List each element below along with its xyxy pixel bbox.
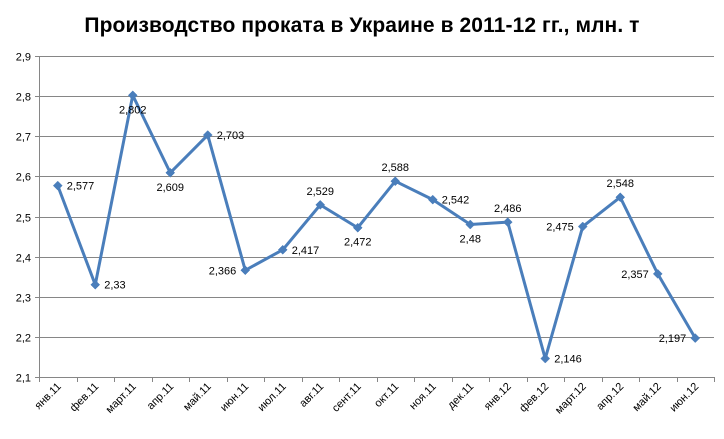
data-label: 2,197 xyxy=(659,333,687,345)
data-point-marker xyxy=(540,353,551,364)
data-label: 2,588 xyxy=(381,162,409,174)
y-tick-label: 2,7 xyxy=(16,132,31,144)
y-tick-label: 2,4 xyxy=(16,253,31,265)
y-tick-label: 2,6 xyxy=(16,172,31,184)
series-line xyxy=(56,93,697,361)
data-label: 2,703 xyxy=(217,130,245,142)
data-point-marker xyxy=(52,180,63,191)
x-tick-label: апр.11 xyxy=(145,381,177,413)
y-tick-label: 2,1 xyxy=(16,373,31,385)
data-point-marker xyxy=(315,200,326,210)
x-tick-label: янв.11 xyxy=(33,381,64,412)
data-label: 2,609 xyxy=(156,182,184,194)
x-tick-label: март.11 xyxy=(104,381,139,416)
y-tick-label: 2,8 xyxy=(16,92,31,104)
data-point-marker xyxy=(577,221,588,232)
data-point-marker xyxy=(690,333,701,343)
data-point-marker xyxy=(277,244,288,255)
x-tick-label: сент.11 xyxy=(330,381,364,415)
data-label: 2,529 xyxy=(306,186,334,198)
x-tick-label: янв.12 xyxy=(482,381,514,413)
data-point-marker xyxy=(502,217,513,227)
data-label: 2,475 xyxy=(546,222,574,234)
data-point-marker xyxy=(202,130,213,140)
data-label: 2,417 xyxy=(292,245,320,257)
data-label: 2,33 xyxy=(104,280,125,292)
x-tick-label: июн.12 xyxy=(668,381,702,415)
data-point-marker xyxy=(127,90,138,101)
data-point-marker xyxy=(165,167,176,178)
data-label: 2,486 xyxy=(494,203,522,215)
data-point-marker xyxy=(352,222,363,233)
x-tick-label: окт.11 xyxy=(372,381,401,410)
x-tick-label: авг.11 xyxy=(297,381,326,410)
x-tick-label: март.12 xyxy=(553,381,589,417)
x-tick-label: апр.12 xyxy=(594,381,626,413)
x-tick-label: июн.11 xyxy=(218,381,251,414)
y-tick-label: 2,9 xyxy=(16,52,31,64)
gridlines xyxy=(39,56,714,338)
data-labels: 2,577 2,33 2,802 2,609 2,703 2,366 2,417 2,529 2… xyxy=(67,104,687,365)
data-point-marker xyxy=(427,194,438,205)
data-label: 2,48 xyxy=(460,234,481,246)
x-tick-label: июл.11 xyxy=(256,381,289,414)
x-tick-label: ноя.11 xyxy=(407,381,439,413)
x-tick-label: фев.12 xyxy=(517,381,551,415)
data-label: 2,366 xyxy=(209,265,237,277)
data-label: 2,802 xyxy=(119,104,147,116)
x-tick-label: дек.11 xyxy=(445,381,476,412)
data-point-marker xyxy=(465,219,476,230)
y-tick-label: 2,3 xyxy=(16,293,31,305)
data-label: 2,548 xyxy=(606,178,634,190)
data-label: 2,542 xyxy=(442,195,470,207)
data-point-marker xyxy=(390,176,401,187)
data-point-marker xyxy=(652,269,663,279)
y-tick-label: 2,5 xyxy=(16,213,31,225)
chart-title: Производство проката в Украине в 2011-12… xyxy=(84,14,640,37)
data-point-marker xyxy=(615,192,626,203)
y-tick-label: 2,2 xyxy=(16,333,31,345)
data-label: 2,472 xyxy=(344,237,372,249)
x-tick-label: май.11 xyxy=(181,381,214,414)
x-tick-label: май.12 xyxy=(631,381,664,414)
data-point-marker xyxy=(90,279,101,290)
data-point-marker xyxy=(240,265,251,276)
x-tick-label: фев.11 xyxy=(68,381,102,415)
series-line-layer xyxy=(52,90,701,364)
data-label: 2,146 xyxy=(554,354,582,366)
data-label: 2,357 xyxy=(621,269,649,281)
data-label: 2,577 xyxy=(67,181,95,193)
